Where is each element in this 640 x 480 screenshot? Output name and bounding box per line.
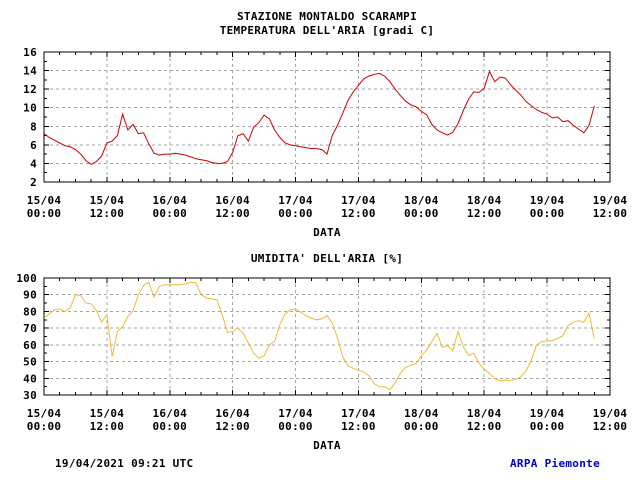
- x-tick-label-date: 18/04: [467, 407, 502, 420]
- x-tick-label-date: 15/04: [90, 407, 125, 420]
- x-tick-label-date: 15/04: [27, 194, 62, 207]
- x-tick-label-date: 16/04: [152, 407, 187, 420]
- x-tick-label-time: 12:00: [341, 207, 376, 220]
- y-tick-label: 60: [23, 339, 37, 352]
- x-tick-label-time: 12:00: [90, 207, 125, 220]
- x-tick-label-date: 17/04: [278, 194, 313, 207]
- x-tick-label-time: 12:00: [593, 420, 628, 433]
- temperatura-line: [43, 70, 595, 165]
- x-tick-label-time: 12:00: [341, 420, 376, 433]
- y-tick-label: 40: [23, 372, 37, 385]
- x-tick-label-date: 15/04: [90, 194, 125, 207]
- x-tick-label-date: 18/04: [467, 194, 502, 207]
- x-tick-label-date: 17/04: [341, 407, 376, 420]
- plot-border: [43, 51, 611, 183]
- x-axis-title: DATA: [313, 439, 341, 452]
- x-tick-label-time: 00:00: [27, 207, 62, 220]
- x-tick-label-date: 17/04: [278, 407, 313, 420]
- x-tick-label-time: 12:00: [467, 207, 502, 220]
- temperature-chart-title: TEMPERATURA DELL'ARIA [gradi C]: [219, 24, 435, 37]
- x-tick-label-time: 12:00: [90, 420, 125, 433]
- y-tick-label: 8: [30, 120, 37, 133]
- x-tick-label-time: 12:00: [215, 207, 250, 220]
- x-tick-label-time: 00:00: [278, 420, 313, 433]
- x-tick-label-time: 12:00: [593, 207, 628, 220]
- y-tick-label: 90: [23, 289, 37, 302]
- x-tick-label-time: 00:00: [404, 207, 439, 220]
- station-title: STAZIONE MONTALDO SCARAMPI: [237, 10, 417, 23]
- x-tick-label-time: 00:00: [27, 420, 62, 433]
- x-tick-label-time: 12:00: [467, 420, 502, 433]
- x-tick-label-date: 19/04: [530, 194, 565, 207]
- y-tick-label: 50: [23, 356, 37, 369]
- x-tick-label-date: 18/04: [404, 407, 439, 420]
- y-tick-label: 10: [23, 102, 37, 115]
- footer-source: ARPA Piemonte: [510, 457, 600, 470]
- y-tick-label: 30: [23, 389, 37, 402]
- x-tick-label-date: 17/04: [341, 194, 376, 207]
- x-tick-label-date: 19/04: [593, 194, 628, 207]
- y-tick-label: 70: [23, 322, 37, 335]
- y-tick-label: 4: [30, 157, 37, 170]
- x-tick-label-time: 12:00: [215, 420, 250, 433]
- y-tick-label: 14: [23, 65, 37, 78]
- y-tick-label: 16: [23, 46, 37, 59]
- x-tick-label-time: 00:00: [278, 207, 313, 220]
- x-tick-label-date: 19/04: [530, 407, 565, 420]
- x-tick-label-time: 00:00: [530, 420, 565, 433]
- x-tick-label-time: 00:00: [404, 420, 439, 433]
- x-tick-label-time: 00:00: [530, 207, 565, 220]
- plot-border: [43, 277, 611, 396]
- x-tick-label-date: 16/04: [152, 194, 187, 207]
- y-tick-label: 6: [30, 139, 37, 152]
- x-tick-label-time: 00:00: [152, 420, 187, 433]
- x-tick-label-time: 00:00: [152, 207, 187, 220]
- x-tick-label-date: 18/04: [404, 194, 439, 207]
- humidity-chart-title: UMIDITA' DELL'ARIA [%]: [250, 252, 404, 265]
- x-tick-label-date: 19/04: [593, 407, 628, 420]
- x-tick-label-date: 16/04: [215, 407, 250, 420]
- y-tick-label: 100: [16, 272, 37, 285]
- y-tick-label: 2: [30, 176, 37, 189]
- x-tick-label-date: 15/04: [27, 407, 62, 420]
- umidita-line: [43, 281, 595, 391]
- x-tick-label-date: 16/04: [215, 194, 250, 207]
- y-tick-label: 80: [23, 305, 37, 318]
- x-axis-title: DATA: [313, 226, 341, 239]
- y-tick-label: 12: [23, 83, 37, 96]
- footer-timestamp: 19/04/2021 09:21 UTC: [55, 457, 194, 470]
